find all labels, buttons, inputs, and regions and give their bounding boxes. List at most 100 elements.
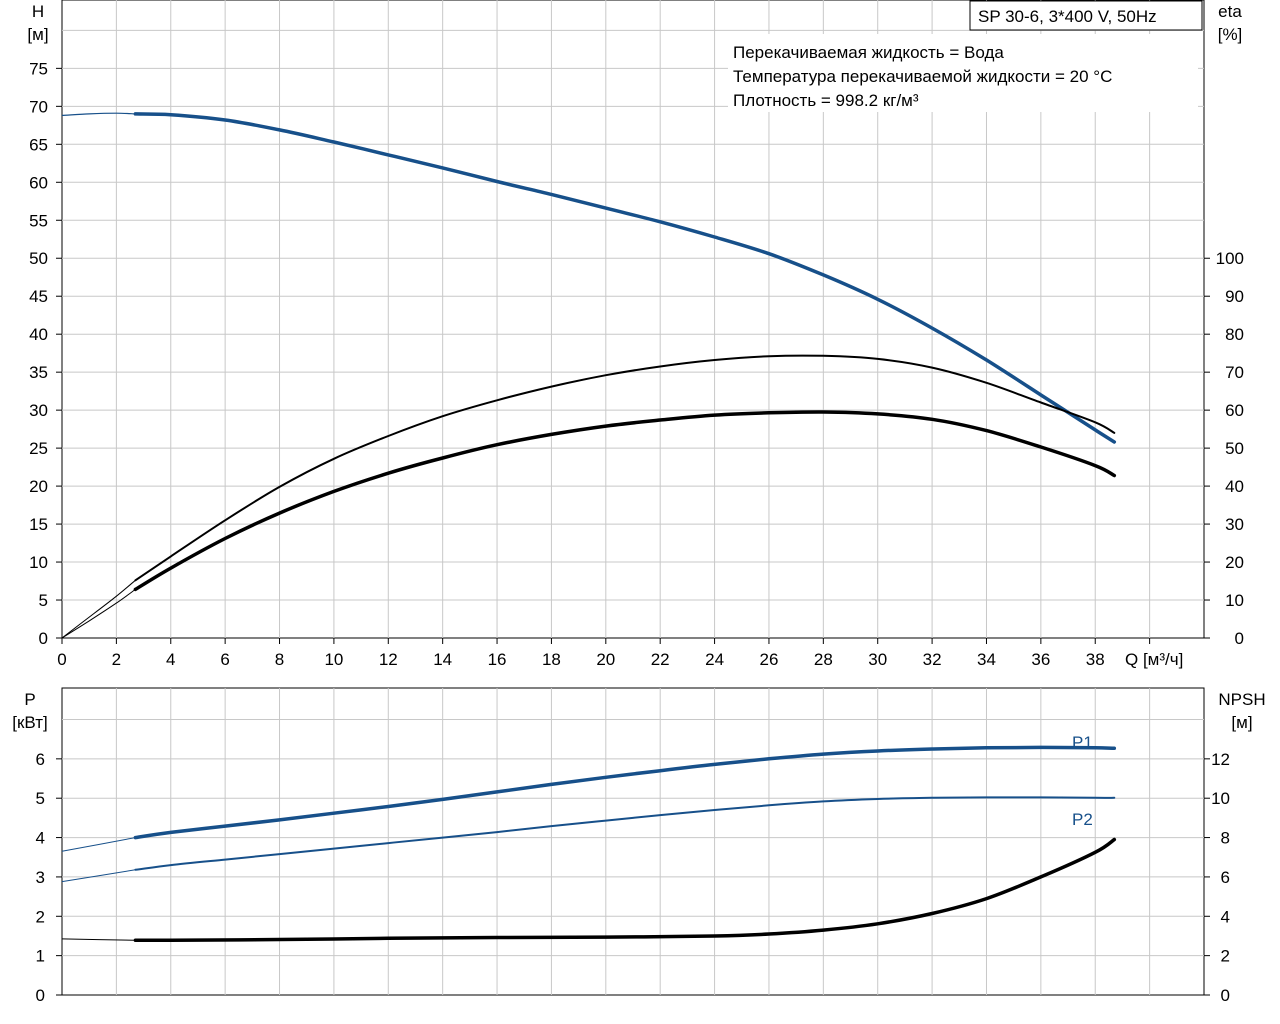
power-curve-p2-extension [61, 869, 136, 883]
head-efficiency-chart: 0 2 4 6 8 10 12 14 16 18 20 22 24 26 28 30 32 34 36 3805101… [27, 0, 1244, 669]
y2-tick-label: 80 [1225, 325, 1244, 344]
efficiency-curve-eta2 [133, 410, 1117, 592]
note-temperature: Температура перекачиваемой жидкости = 20… [733, 67, 1112, 86]
head-chart-grid [62, 0, 1204, 638]
y-tick-label: 0 [39, 629, 48, 648]
p-tick-label: 5 [36, 789, 45, 808]
note-liquid: Перекачиваемая жидкость = Вода [733, 43, 1004, 62]
x-tick-label: 10 [324, 650, 343, 669]
npsh-tick-label: 10 [1211, 789, 1230, 808]
y2-tick-label: 100 [1216, 249, 1244, 268]
head-chart-axes: 0 2 4 6 8 10 12 14 16 18 20 22 24 26 28 30 32 34 36 3805101… [29, 59, 1244, 669]
y-tick-label: 5 [39, 591, 48, 610]
y-tick-label: 40 [29, 325, 48, 344]
x-axis-label: Q [м³/ч] [1125, 650, 1183, 669]
x-tick-label: 26 [759, 650, 778, 669]
power-chart-frame [61, 687, 1205, 996]
y2-tick-label: 10 [1225, 591, 1244, 610]
x-tick-label: 22 [651, 650, 670, 669]
y-tick-label: 65 [29, 135, 48, 154]
x-tick-label: 38 [1086, 650, 1105, 669]
x-tick-label: 4 [166, 650, 175, 669]
x-tick-label: 24 [705, 650, 724, 669]
p-tick-label: 2 [36, 907, 45, 926]
x-tick-label: 6 [220, 650, 229, 669]
y-axis-unit: [м] [27, 25, 48, 44]
power-curve-p1 [133, 745, 1117, 840]
power-curve-p1-extension [61, 837, 136, 852]
npsh-axis-label: NPSH [1218, 690, 1265, 709]
x-tick-label: 2 [112, 650, 121, 669]
power-curve-p2 [134, 796, 1116, 871]
npsh-tick-label: 2 [1221, 947, 1230, 966]
p-tick-label: 3 [36, 868, 45, 887]
x-tick-label: 14 [433, 650, 452, 669]
head-curve-extension [61, 112, 136, 116]
title-box [969, 0, 1203, 31]
y2-axis-label: eta [1218, 2, 1242, 21]
p-tick-label: 1 [36, 947, 45, 966]
efficiency-curve-eta1 [134, 354, 1116, 582]
y-tick-label: 55 [29, 211, 48, 230]
x-tick-label: 8 [275, 650, 284, 669]
y-tick-label: 50 [29, 249, 48, 268]
x-tick-label: 36 [1031, 650, 1050, 669]
y2-tick-label: 30 [1225, 515, 1244, 534]
y2-tick-label: 0 [1235, 629, 1244, 648]
y-tick-label: 70 [29, 97, 48, 116]
y-tick-label: 60 [29, 173, 48, 192]
x-tick-label: 20 [596, 650, 615, 669]
npsh-curve-extension [61, 938, 136, 941]
series-label-p2: P2 [1072, 810, 1093, 829]
power-chart-series [61, 745, 1117, 943]
y2-tick-label: 90 [1225, 287, 1244, 306]
x-tick-label: 28 [814, 650, 833, 669]
y2-tick-label: 60 [1225, 401, 1244, 420]
head-chart-frame [61, 0, 1205, 639]
npsh-tick-label: 8 [1221, 829, 1230, 848]
x-tick-label: 32 [923, 650, 942, 669]
p-axis-unit: [кВт] [12, 713, 47, 732]
y-tick-label: 45 [29, 287, 48, 306]
y-tick-label: 75 [29, 59, 48, 78]
y-tick-label: 20 [29, 477, 48, 496]
p-tick-label: 0 [36, 986, 45, 1005]
y-tick-label: 10 [29, 553, 48, 572]
x-tick-label: 12 [379, 650, 398, 669]
x-tick-label: 30 [868, 650, 887, 669]
efficiency-curve-eta2-extension [61, 588, 136, 639]
npsh-tick-label: 12 [1211, 750, 1230, 769]
npsh-tick-label: 0 [1221, 986, 1230, 1005]
npsh-tick-label: 6 [1221, 868, 1230, 887]
x-tick-label: 16 [488, 650, 507, 669]
npsh-tick-label: 4 [1221, 907, 1230, 926]
series-label-p1: P1 [1072, 733, 1093, 752]
y2-tick-label: 40 [1225, 477, 1244, 496]
x-tick-label: 34 [977, 650, 996, 669]
y2-tick-label: 20 [1225, 553, 1244, 572]
chart-title: SP 30-6, 3*400 V, 50Hz [978, 7, 1157, 26]
npsh-axis-unit: [м] [1231, 713, 1252, 732]
y-axis-label: H [32, 2, 44, 21]
notes-box-bg [728, 34, 1198, 112]
p-tick-label: 4 [36, 829, 45, 848]
efficiency-curve-eta1-extension [61, 579, 136, 639]
x-tick-label: 18 [542, 650, 561, 669]
npsh-curve [133, 837, 1117, 943]
note-density: Плотность = 998.2 кг/м³ [733, 91, 919, 110]
y-tick-label: 35 [29, 363, 48, 382]
p-axis-label: P [24, 690, 35, 709]
head-chart-series [61, 112, 1117, 639]
head-curve [133, 112, 1117, 444]
power-chart-grid [62, 688, 1204, 995]
y-tick-label: 25 [29, 439, 48, 458]
y-tick-label: 15 [29, 515, 48, 534]
y-tick-label: 30 [29, 401, 48, 420]
x-tick-label: 0 [57, 650, 66, 669]
y2-tick-label: 50 [1225, 439, 1244, 458]
p-tick-label: 6 [36, 750, 45, 769]
y2-axis-unit: [%] [1218, 25, 1243, 44]
